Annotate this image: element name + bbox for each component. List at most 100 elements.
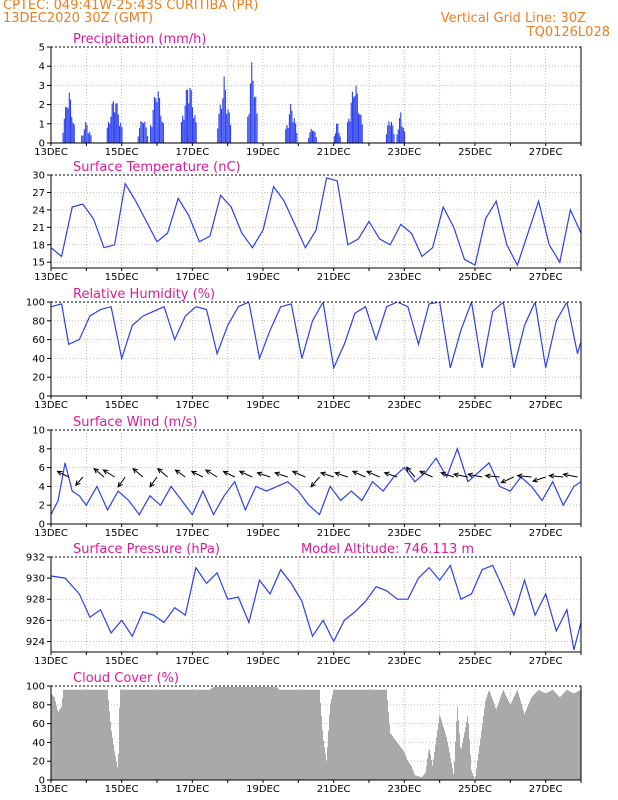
cloud-bar <box>113 744 114 780</box>
cloud-bar <box>502 691 503 780</box>
cloud-bar <box>522 707 523 780</box>
cloud-bar <box>284 689 285 780</box>
cloud-bar <box>129 689 130 780</box>
cloud-bar <box>248 686 249 780</box>
precip-bar <box>333 136 335 143</box>
precip-bar <box>157 91 159 143</box>
x-tick-label: 25DEC <box>458 400 492 411</box>
cloud-bar <box>427 758 428 780</box>
precip-bar <box>291 110 293 143</box>
wind-arrow <box>292 470 306 478</box>
x-tick-label: 17DEC <box>175 400 209 411</box>
cloud-bar <box>146 689 147 780</box>
wind-arrow <box>453 473 469 478</box>
cloud-bar <box>218 686 219 780</box>
wind-arrow <box>274 472 288 478</box>
x-tick-label: 19DEC <box>246 528 280 539</box>
cloud-bar <box>276 686 277 780</box>
cloud-bar <box>155 689 156 780</box>
cloud-bar <box>313 689 314 780</box>
panel-title: Surface Temperature (nC) <box>73 160 241 175</box>
cloud-bar <box>214 686 215 780</box>
cloud-bar <box>507 698 508 780</box>
cloud-bar <box>440 716 441 780</box>
precip-bar <box>152 110 154 143</box>
cloud-bar <box>273 686 274 780</box>
x-tick-label: 25DEC <box>458 272 492 283</box>
x-tick-label: 27DEC <box>529 656 563 667</box>
cloud-bar <box>399 745 400 780</box>
precip-bar <box>69 99 72 143</box>
cloud-bar <box>323 740 324 780</box>
cloud-bar <box>316 689 317 780</box>
cloud-bar <box>105 689 106 780</box>
cloud-bar <box>231 686 232 780</box>
cloud-bar <box>455 741 456 780</box>
cloud-bar <box>170 689 171 780</box>
cloud-bar <box>131 689 132 780</box>
cloud-bar <box>529 702 530 780</box>
x-tick-label: 23DEC <box>387 147 421 158</box>
cloud-bar <box>61 706 62 780</box>
cloud-bar <box>95 689 96 780</box>
cloud-bar <box>243 686 244 780</box>
cloud-bar <box>259 686 260 780</box>
x-tick-label: 15DEC <box>105 656 139 667</box>
cloud-bar <box>74 689 75 780</box>
cloud-bar <box>270 686 271 780</box>
cloud-bar <box>499 700 500 780</box>
cloud-bar <box>225 686 226 780</box>
cloud-bar <box>142 689 143 780</box>
cloud-bar <box>242 686 243 780</box>
panel-title: Surface Pressure (hPa) <box>73 542 220 557</box>
precip-bar <box>72 122 74 143</box>
y-tick-label: 20 <box>32 373 45 384</box>
cloud-bar <box>341 689 342 780</box>
cloud-bar <box>576 692 577 780</box>
wind-arrow <box>93 468 105 478</box>
wind-arrow <box>366 470 380 478</box>
cloud-bar <box>96 689 97 780</box>
cloud-bar <box>101 689 102 780</box>
wind-arrow-head <box>204 469 211 475</box>
cloud-bar <box>222 686 223 780</box>
cloud-bar <box>385 689 386 780</box>
cloud-bar <box>321 716 322 780</box>
precip-bar <box>63 118 65 143</box>
wind-arrow <box>517 475 532 478</box>
panel-frame <box>50 46 582 144</box>
cloud-bar <box>230 686 231 780</box>
cloud-bar <box>124 689 125 780</box>
cloud-bar <box>282 689 283 780</box>
cloud-bar <box>207 689 208 780</box>
cloud-bar <box>168 689 169 780</box>
cloud-bar <box>563 693 564 780</box>
wind-arrow <box>406 466 416 478</box>
wind-arrow <box>157 468 168 478</box>
cloud-bar <box>401 748 402 780</box>
cloud-bar <box>573 693 574 780</box>
x-tick-label: 25DEC <box>458 528 492 539</box>
cloud-bar <box>80 689 81 780</box>
cloud-bar <box>408 762 409 780</box>
precip-bar <box>120 122 122 143</box>
y-tick-label: 2 <box>39 100 45 111</box>
precip-bar <box>139 127 141 143</box>
precip-bar <box>62 132 64 143</box>
precip-bar <box>252 80 254 143</box>
cloud-bar <box>184 689 185 780</box>
cloud-bar <box>229 686 230 780</box>
series-line <box>51 564 581 651</box>
cloud-bar <box>456 721 457 780</box>
precip-bar <box>83 129 85 143</box>
cloud-bar <box>338 689 339 780</box>
cloud-bar <box>567 690 568 780</box>
cloud-bar <box>209 689 210 780</box>
cloud-bar <box>348 689 349 780</box>
cloud-bar <box>369 689 370 780</box>
y-tick-label: 0 <box>39 776 45 787</box>
cloud-bar <box>116 761 117 780</box>
cloud-bar <box>439 715 440 780</box>
cloud-bar <box>57 709 58 780</box>
